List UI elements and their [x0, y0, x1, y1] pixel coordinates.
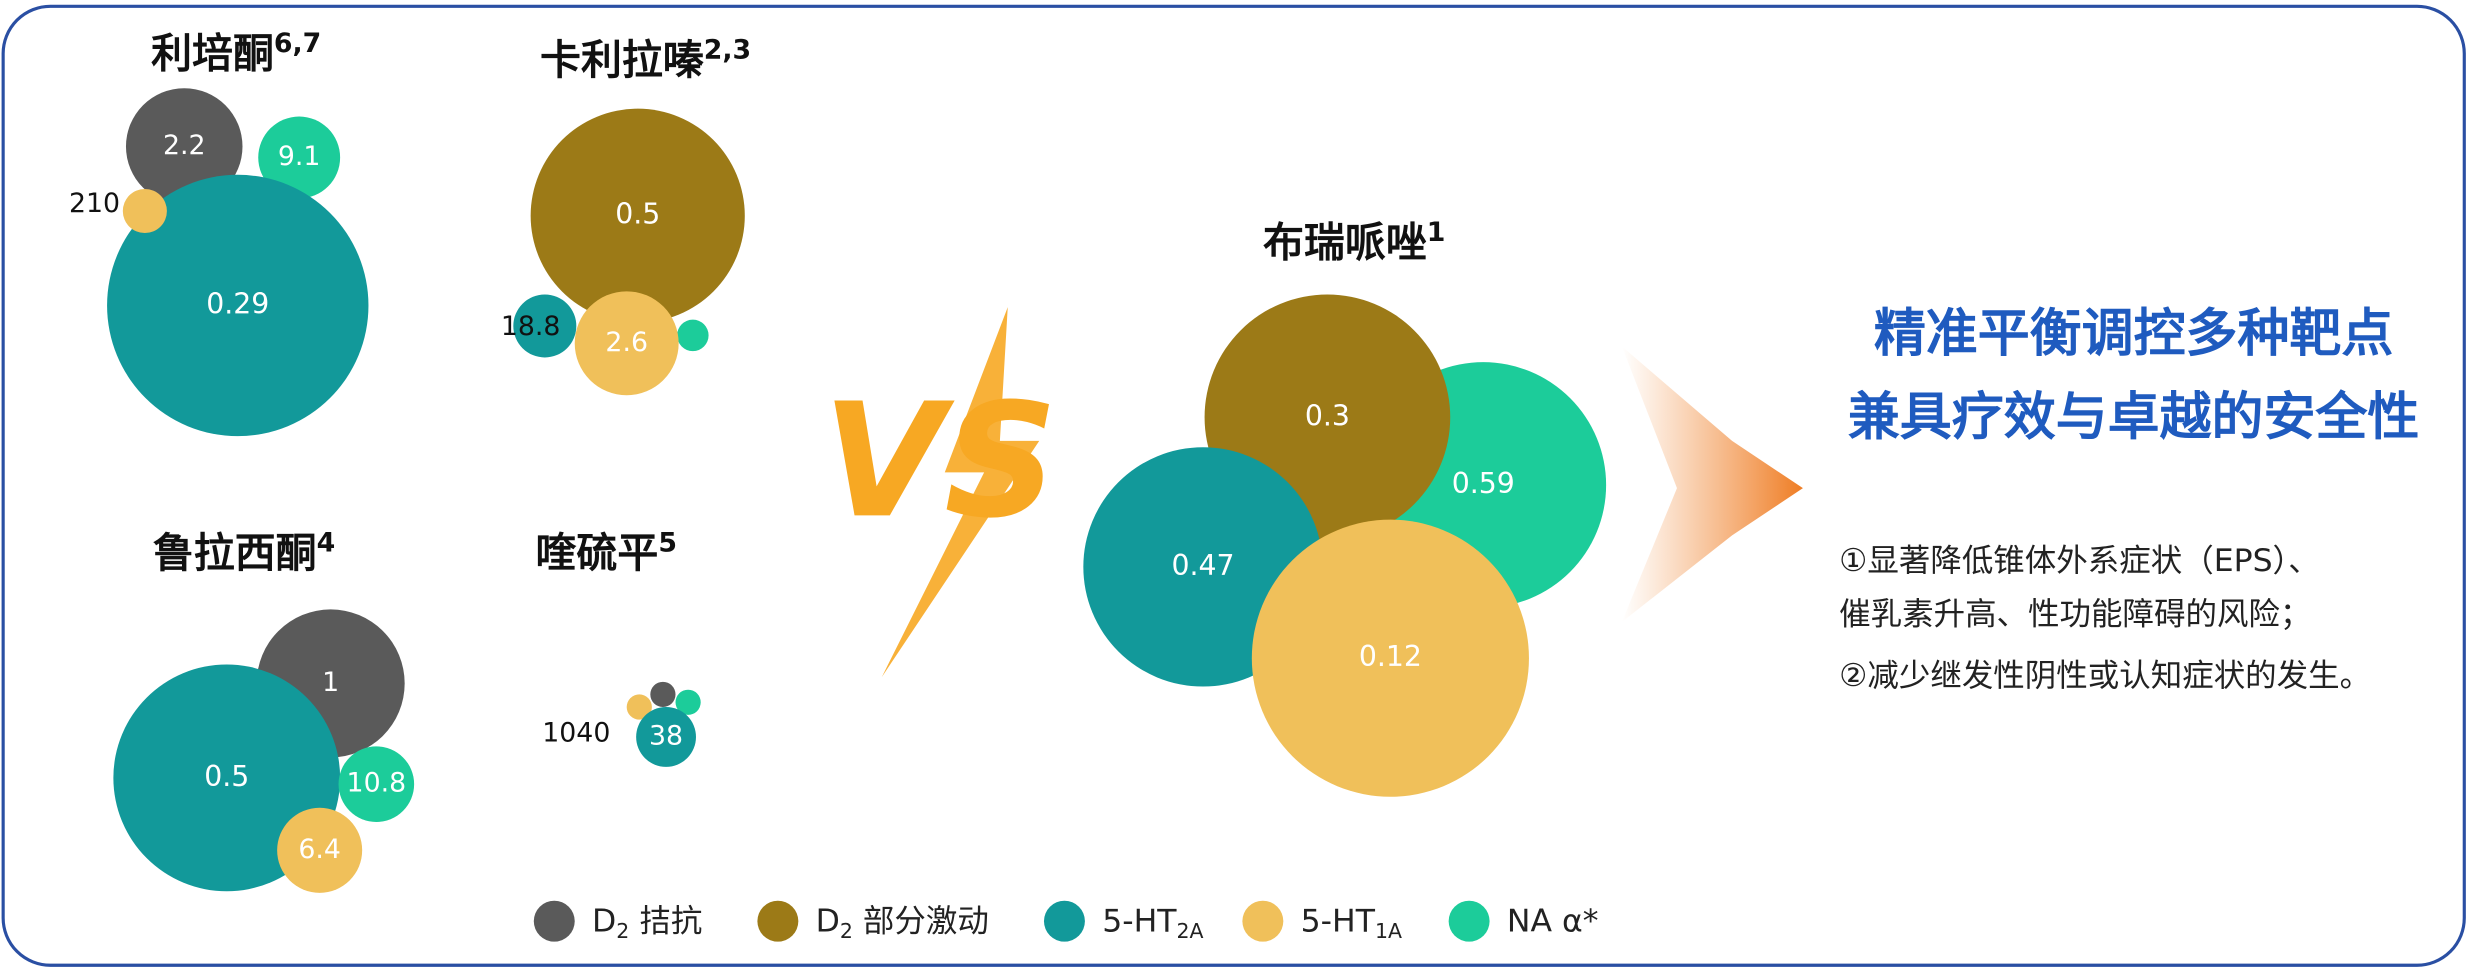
legend-sub: 2 — [616, 919, 629, 943]
reference: 6,7 — [274, 28, 321, 59]
drug-name: 卡利拉嗪 — [540, 36, 704, 84]
point: ②减少继发性阴性或认知症状的发生。 — [1839, 658, 2371, 694]
legend-swatch — [757, 900, 799, 942]
drug-title: 卡利拉嗪2,3 — [540, 34, 751, 84]
legend-label: 5-HT1A — [1301, 904, 1402, 943]
bubble-label: 0.47 — [1171, 549, 1234, 582]
bubble-label: 2.2 — [163, 130, 206, 161]
bubble — [122, 188, 167, 234]
bubble-label: 0.12 — [1359, 640, 1422, 673]
legend-main: NA α* — [1507, 904, 1599, 940]
bubble — [626, 694, 652, 720]
drug-name: 喹硫平 — [536, 529, 659, 577]
bubble-label: 0.29 — [206, 287, 269, 320]
drug-title: 鲁拉西酮4 — [153, 527, 335, 577]
drug-name: 利培酮 — [151, 30, 274, 78]
legend-sub: 2 — [840, 919, 853, 943]
bubble-label: 9.1 — [278, 141, 321, 172]
bubble-label: 10.8 — [347, 768, 407, 799]
bubble — [258, 116, 341, 199]
legend-swatch — [1448, 900, 1490, 942]
point: ①显著降低锥体外系症状（EPS）、 — [1839, 543, 2320, 579]
bubble-label: 6.4 — [298, 834, 341, 865]
legend-swatch — [1043, 900, 1085, 942]
vs-text: VS — [822, 370, 1057, 553]
legend-label: 5-HT2A — [1102, 904, 1203, 943]
point: 催乳素升高、性功能障碍的风险； — [1839, 597, 2311, 633]
legend-swatch — [1242, 900, 1284, 942]
bubble-label: 210 — [69, 188, 120, 219]
bubble — [677, 319, 709, 352]
legend-label: D2 拮抗 — [592, 904, 702, 943]
bubble — [636, 707, 696, 767]
bubble — [277, 807, 363, 893]
bubble — [574, 291, 679, 396]
drug-title: 利培酮6,7 — [151, 28, 321, 78]
legend-main: D — [592, 904, 616, 940]
bubble-label: 0.59 — [1452, 467, 1515, 500]
bubble-label: 38 — [649, 720, 683, 751]
legend-rest: 拮抗 — [629, 904, 702, 940]
drug-name: 鲁拉西酮 — [153, 529, 317, 577]
bubble-label: 0.5 — [615, 198, 660, 231]
bubble-label: 18.8 — [501, 311, 561, 342]
drug-title: 喹硫平5 — [536, 527, 677, 577]
bubble — [513, 294, 577, 358]
legend-sub: 1A — [1375, 919, 1402, 943]
bubble-label: 0.5 — [204, 760, 249, 793]
bubble — [1251, 519, 1529, 797]
bubble — [338, 746, 415, 822]
legend-label: NA α* — [1507, 904, 1599, 940]
legend-main: 5-HT — [1102, 904, 1177, 940]
bubble — [107, 174, 369, 437]
drug-title: 布瑞哌唑1 — [1263, 217, 1445, 267]
bubble-label: 0.3 — [1305, 399, 1350, 432]
bubble — [675, 689, 701, 715]
legend-label: D2 部分激动 — [816, 904, 989, 943]
lightning — [881, 307, 1040, 678]
reference: 2,3 — [704, 34, 751, 65]
drug-name: 布瑞哌唑 — [1263, 219, 1427, 267]
arrow — [1621, 346, 1803, 622]
reference: 4 — [317, 527, 336, 558]
legend-sub: 2A — [1177, 919, 1204, 943]
legend-main: 5-HT — [1301, 904, 1376, 940]
legend-main: D — [816, 904, 840, 940]
legend-rest: 部分激动 — [853, 904, 989, 940]
bubble-label: 2.6 — [605, 327, 648, 358]
bubble — [530, 108, 745, 323]
reference: 5 — [658, 527, 677, 558]
headline: 兼具疗效与卓越的安全性 — [1848, 387, 2419, 447]
legend-swatch — [533, 900, 575, 942]
bubble — [125, 88, 243, 205]
headline: 精准平衡调控多种靶点 — [1874, 304, 2394, 364]
reference: 1 — [1427, 217, 1446, 248]
bubble-label: 1040 — [542, 717, 610, 748]
bubble-label: 1 — [322, 667, 339, 698]
bubble — [650, 681, 676, 708]
